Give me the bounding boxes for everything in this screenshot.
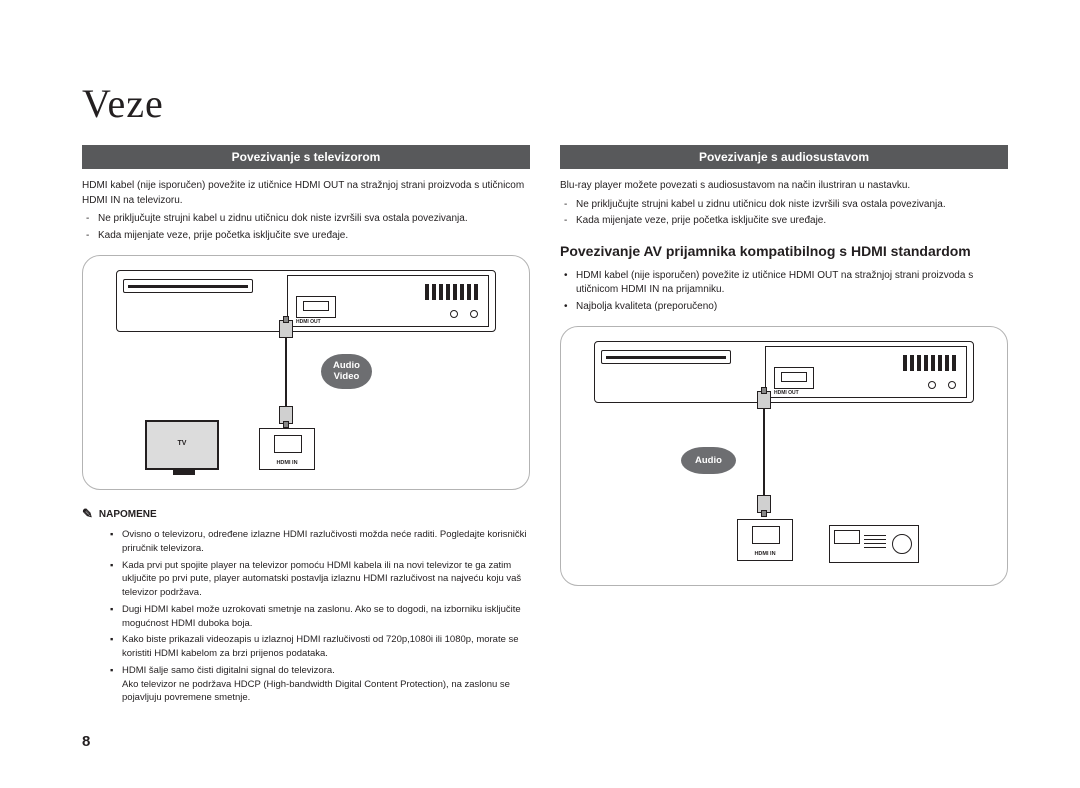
label-audio: Audio xyxy=(333,360,360,371)
hdmi-in-label: HDMI IN xyxy=(738,551,792,557)
bullet-item: -Kada mijenjate veze, prije početka iskl… xyxy=(86,229,530,244)
bullet-item: -Kada mijenjate veze, prije početka iskl… xyxy=(564,214,1008,229)
note-text: HDMI šalje samo čisti digitalni signal d… xyxy=(122,664,530,705)
bullet-text: Kada mijenjate veze, prije početka isklj… xyxy=(98,229,348,244)
player-rear-panel: HDMI OUT xyxy=(116,270,496,332)
label-video: Video xyxy=(334,371,360,382)
notes-heading: ✎ NAPOMENE xyxy=(82,506,530,522)
hdmi-out-port xyxy=(774,367,814,389)
two-column-layout: Povezivanje s televizorom HDMI kabel (ni… xyxy=(82,145,1008,708)
bullet-text: Ne priključujte strujni kabel u zidnu ut… xyxy=(576,198,946,213)
hdmi-in-label: HDMI IN xyxy=(260,460,314,466)
bullet-item: -Ne priključujte strujni kabel u zidnu u… xyxy=(564,198,1008,213)
intro-text-left: HDMI kabel (nije isporučen) povežite iz … xyxy=(82,179,530,208)
note-item: ▪Kako biste prikazali videozapis u izlaz… xyxy=(110,633,530,661)
port-group: HDMI OUT xyxy=(287,275,489,327)
cable-line xyxy=(285,338,287,408)
bullet-text: Najbolja kvaliteta (preporučeno) xyxy=(576,300,717,315)
sub-heading-av-receiver: Povezivanje AV prijamnika kompatibilnog … xyxy=(560,243,1008,259)
cable-line xyxy=(763,409,765,497)
bullet-text: Kada mijenjate veze, prije početka isklj… xyxy=(576,214,826,229)
notes-list: ▪Ovisno o televizoru, određene izlazne H… xyxy=(110,528,530,705)
av-receiver-icon xyxy=(829,525,919,563)
note-text: Kako biste prikazali videozapis u izlazn… xyxy=(122,633,530,661)
bullet-list-left: -Ne priključujte strujni kabel u zidnu u… xyxy=(86,212,530,243)
note-item: ▪Ovisno o televizoru, određene izlazne H… xyxy=(110,528,530,556)
bullet-item: •Najbolja kvaliteta (preporučeno) xyxy=(564,300,1008,315)
page-title: Veze xyxy=(82,80,1008,127)
bullet-text: Ne priključujte strujni kabel u zidnu ut… xyxy=(98,212,468,227)
signal-label-oval: Audio xyxy=(681,447,736,474)
hdmi-in-port-box: HDMI IN xyxy=(737,519,793,561)
diagram-audio-connection: HDMI OUT Audio HDMI IN xyxy=(560,326,1008,586)
port-group: HDMI OUT xyxy=(765,346,967,398)
hdmi-connector-icon xyxy=(757,391,771,409)
section-bar-audio: Povezivanje s audiosustavom xyxy=(560,145,1008,169)
player-rear-panel: HDMI OUT xyxy=(594,341,974,403)
screw-holes-icon xyxy=(928,381,956,389)
note-item: ▪Kada prvi put spojite player na televiz… xyxy=(110,559,530,600)
sub-bullet-list: •HDMI kabel (nije isporučen) povežite iz… xyxy=(564,269,1008,315)
tv-label: TV xyxy=(147,440,217,447)
receiver-knob-icon xyxy=(892,534,912,554)
hdmi-connector-icon xyxy=(279,406,293,424)
bullet-list-right: -Ne priključujte strujni kabel u zidnu u… xyxy=(564,198,1008,229)
note-item: ▪Dugi HDMI kabel može uzrokovati smetnje… xyxy=(110,603,530,631)
note-text: Ovisno o televizoru, određene izlazne HD… xyxy=(122,528,530,556)
bullet-item: •HDMI kabel (nije isporučen) povežite iz… xyxy=(564,269,1008,298)
hdmi-connector-icon xyxy=(757,495,771,513)
hdmi-out-label: HDMI OUT xyxy=(296,319,321,325)
vent-icon xyxy=(903,355,956,371)
note-text: Dugi HDMI kabel može uzrokovati smetnje … xyxy=(122,603,530,631)
receiver-lines-icon xyxy=(864,532,886,551)
notes-heading-text: NAPOMENE xyxy=(99,509,157,520)
section-bar-tv: Povezivanje s televizorom xyxy=(82,145,530,169)
bullet-item: -Ne priključujte strujni kabel u zidnu u… xyxy=(86,212,530,227)
hdmi-out-label: HDMI OUT xyxy=(774,390,799,396)
left-column: Povezivanje s televizorom HDMI kabel (ni… xyxy=(82,145,530,708)
note-item: ▪HDMI šalje samo čisti digitalni signal … xyxy=(110,664,530,705)
label-audio: Audio xyxy=(695,455,722,466)
hdmi-connector-icon xyxy=(279,320,293,338)
hdmi-in-port-box: HDMI IN xyxy=(259,428,315,470)
tv-icon: TV xyxy=(145,420,219,470)
note-text: Kada prvi put spojite player na televizo… xyxy=(122,559,530,600)
disc-slot xyxy=(601,350,731,364)
bullet-text: HDMI kabel (nije isporučen) povežite iz … xyxy=(576,269,1008,298)
signal-label-oval: Audio Video xyxy=(321,354,372,389)
diagram-tv-connection: HDMI OUT Audio Video HDMI IN TV xyxy=(82,255,530,490)
vent-icon xyxy=(425,284,478,300)
note-icon: ✎ xyxy=(82,506,93,522)
disc-slot xyxy=(123,279,253,293)
hdmi-out-port xyxy=(296,296,336,318)
screw-holes-icon xyxy=(450,310,478,318)
intro-text-right: Blu-ray player možete povezati s audiosu… xyxy=(560,179,1008,194)
page-number: 8 xyxy=(82,733,90,750)
right-column: Povezivanje s audiosustavom Blu-ray play… xyxy=(560,145,1008,708)
